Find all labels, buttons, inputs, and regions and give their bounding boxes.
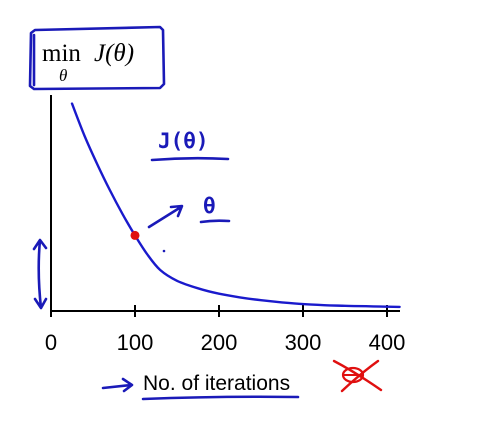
cost-curve: [70, 102, 401, 309]
x-tick-labels: 0 100 200 300 400: [45, 330, 405, 355]
formula-box: min θ J(θ): [28, 25, 166, 91]
x-axis-label: No. of iterations: [143, 372, 290, 395]
x-tick-label-0: 0: [45, 330, 57, 355]
cost-annotation-underline: [150, 156, 230, 162]
formula-subscript: θ: [59, 66, 67, 85]
highlight-point-marker: [130, 230, 140, 240]
x-tick-label-200: 200: [201, 330, 238, 355]
param-annotation-underline: [199, 219, 231, 224]
x-label-arrow: [101, 377, 134, 393]
x-tick-label-100: 100: [117, 330, 154, 355]
x-ticks: [50, 305, 388, 317]
formula-box-border: [28, 25, 166, 91]
x-tick-label-300: 300: [285, 330, 322, 355]
param-annotation-label: θ: [203, 194, 216, 218]
formula-operator: min: [42, 40, 81, 67]
arrow-to-theta: [147, 204, 184, 229]
axes: [50, 95, 400, 312]
hand-annotations: J(θ) θ: [32, 129, 383, 401]
y-range-double-arrow: [32, 238, 48, 310]
crossed-out-theta-icon: [332, 359, 383, 393]
x-tick-label-400: 400: [369, 330, 406, 355]
x-label-underline: [141, 395, 300, 401]
cost-annotation-label: J(θ): [158, 129, 209, 153]
formula-function: J(θ): [94, 40, 134, 67]
stray-dot: [162, 249, 166, 253]
